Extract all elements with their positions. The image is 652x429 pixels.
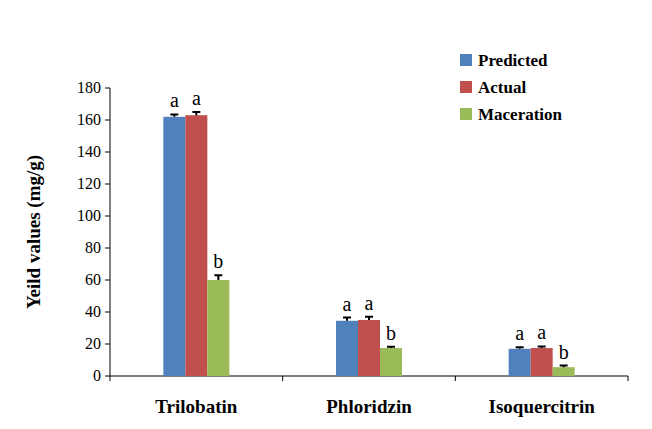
error-bar <box>387 347 395 348</box>
y-tick <box>105 344 110 345</box>
bar <box>509 349 531 376</box>
y-tick <box>105 312 110 313</box>
y-axis <box>110 88 111 376</box>
bar <box>185 115 207 376</box>
legend-swatch <box>460 54 472 66</box>
y-tick-label: 100 <box>77 207 101 224</box>
legend-label: Maceration <box>478 105 563 124</box>
legend-swatch <box>460 81 472 93</box>
y-tick-label: 180 <box>77 79 101 96</box>
y-tick-label: 60 <box>85 271 101 288</box>
bars <box>163 112 574 376</box>
y-tick <box>105 152 110 153</box>
x-tick-label: Trilobatin <box>155 396 237 417</box>
significance-letter: b <box>386 322 396 344</box>
y-tick-label: 120 <box>77 175 101 192</box>
y-axis-label: Yeild values (mg/g) <box>23 155 45 309</box>
y-tick <box>105 216 110 217</box>
bar <box>163 117 185 376</box>
bar <box>531 348 553 376</box>
error-bar <box>343 318 351 321</box>
legend-swatch <box>460 108 472 120</box>
y-tick <box>105 120 110 121</box>
error-bar <box>560 366 568 368</box>
annotations: aaaaaabbb <box>170 87 569 363</box>
error-bar <box>365 317 373 320</box>
y-tick <box>105 376 110 377</box>
x-tick <box>282 376 283 381</box>
x-tick <box>455 376 456 381</box>
y-tick-label: 80 <box>85 239 101 256</box>
significance-letter: b <box>559 341 569 363</box>
significance-letter: a <box>192 87 201 109</box>
error-bar <box>170 114 178 116</box>
y-tick-label: 140 <box>77 143 101 160</box>
error-bar <box>192 112 200 115</box>
y-tick-label: 0 <box>93 367 101 384</box>
bar <box>358 320 380 376</box>
bar <box>207 280 229 376</box>
chart-svg: 0 20 40 60 80 100 120 140 160 180 Yeild values (mg… <box>0 0 652 429</box>
significance-letter: a <box>515 322 524 344</box>
x-tick <box>628 376 629 381</box>
bar <box>336 321 358 376</box>
error-bar <box>516 347 524 349</box>
y-tick-label: 40 <box>85 303 101 320</box>
y-tick-label: 160 <box>77 111 101 128</box>
significance-letter: a <box>537 321 546 343</box>
y-tick <box>105 184 110 185</box>
legend-label: Predicted <box>478 51 548 70</box>
error-bar <box>214 275 222 280</box>
y-tick <box>105 88 110 89</box>
significance-letter: a <box>343 293 352 315</box>
x-tick-label: Isoquercitrin <box>489 396 596 417</box>
bar <box>380 348 402 376</box>
x-tick <box>110 376 111 381</box>
legend: Predicted Actual Maceration <box>460 51 563 124</box>
significance-letter: a <box>170 89 179 111</box>
error-bar <box>538 346 546 348</box>
y-tick-label: 20 <box>85 335 101 352</box>
x-tick-label: Phloridzin <box>326 396 412 417</box>
y-tick <box>105 280 110 281</box>
significance-letter: b <box>213 250 223 272</box>
significance-letter: a <box>365 292 374 314</box>
legend-label: Actual <box>478 78 526 97</box>
y-tick <box>105 248 110 249</box>
bar <box>553 367 575 376</box>
chart-container: 0 20 40 60 80 100 120 140 160 180 Yeild values (mg… <box>0 0 652 429</box>
